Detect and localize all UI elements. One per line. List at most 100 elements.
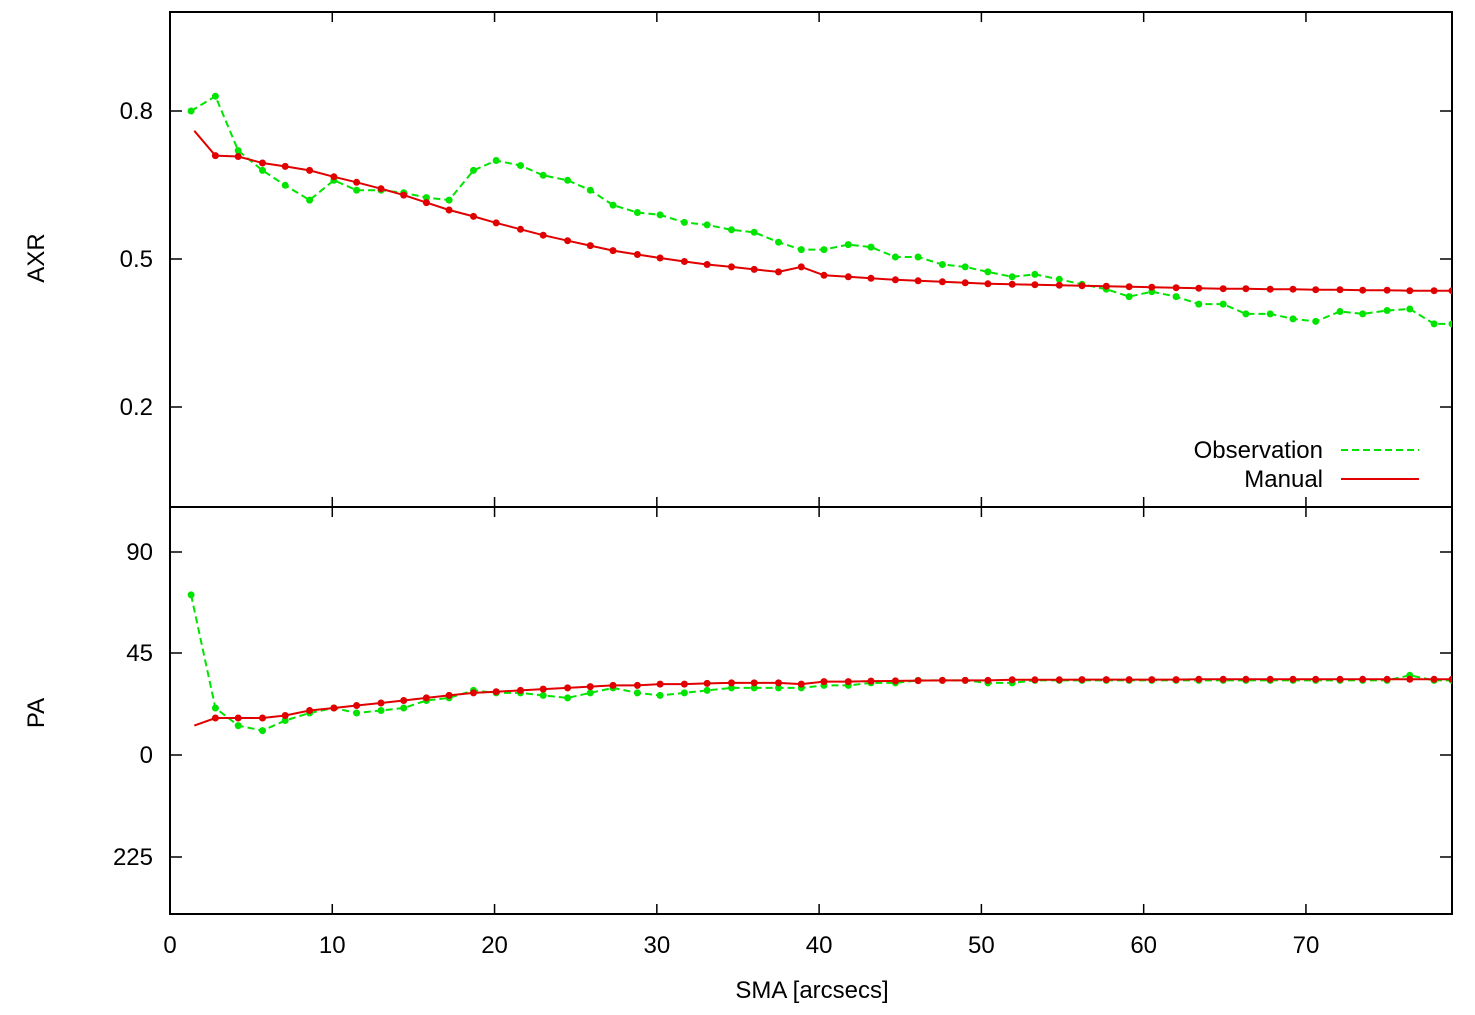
axr-data-point-manual bbox=[1102, 282, 1110, 290]
axr-data-point-manual bbox=[1430, 287, 1438, 295]
axr-data-point-manual bbox=[633, 251, 641, 258]
axr-data-point-manual bbox=[775, 268, 782, 276]
axr-data-point-observation bbox=[1219, 300, 1227, 308]
axr-data-point-manual bbox=[517, 225, 524, 233]
axr-data-point-manual bbox=[891, 276, 899, 284]
axr-data-point-manual bbox=[1008, 280, 1016, 288]
axr-data-point-manual bbox=[1148, 283, 1156, 291]
pa-data-point-manual bbox=[1383, 675, 1391, 683]
pa-y-tick-label: 0 bbox=[140, 742, 153, 769]
x-tick-label: 30 bbox=[643, 932, 670, 959]
pa-data-point-observation bbox=[586, 689, 594, 697]
pa-data-point-observation bbox=[564, 694, 572, 702]
axr-data-point-observation bbox=[1266, 310, 1274, 318]
pa-data-point-manual bbox=[680, 680, 688, 688]
x-axis-label: SMA [arcsecs] bbox=[735, 977, 888, 1004]
pa-data-point-manual bbox=[1289, 675, 1297, 683]
axr-data-point-manual bbox=[844, 273, 852, 281]
pa-data-point-manual bbox=[445, 691, 453, 699]
pa-plot-frame bbox=[169, 506, 1453, 915]
axr-data-point-observation bbox=[1336, 308, 1344, 315]
x-tick-label: 0 bbox=[163, 932, 176, 959]
pa-data-point-observation bbox=[353, 709, 361, 717]
axr-data-point-manual bbox=[1219, 285, 1227, 293]
axr-data-point-observation bbox=[961, 263, 969, 271]
axr-data-point-manual bbox=[306, 166, 314, 174]
axr-data-point-observation bbox=[938, 261, 946, 268]
pa-data-point-manual bbox=[517, 686, 524, 694]
axr-data-point-observation bbox=[539, 171, 547, 179]
axr-data-point-observation bbox=[1031, 270, 1039, 278]
axr-data-point-observation bbox=[820, 246, 828, 254]
axr-data-point-manual bbox=[656, 254, 664, 262]
pa-data-point-manual bbox=[633, 681, 641, 689]
axr-data-point-manual bbox=[564, 237, 572, 245]
axr-data-point-manual bbox=[609, 247, 617, 255]
pa-data-point-manual bbox=[609, 681, 617, 689]
axr-data-point-observation bbox=[306, 196, 314, 204]
pa-data-point-manual bbox=[984, 676, 992, 684]
axr-y-axis-label: AXR bbox=[23, 233, 50, 282]
pa-data-point-manual bbox=[400, 697, 408, 704]
pa-data-point-manual bbox=[377, 699, 385, 707]
axr-data-point-observation bbox=[609, 201, 617, 209]
pa-data-point-manual bbox=[961, 676, 969, 684]
pa-data-point-observation bbox=[211, 704, 219, 712]
pa-data-point-observation bbox=[187, 591, 195, 599]
pa-data-point-manual bbox=[938, 676, 946, 684]
axr-data-point-manual bbox=[1359, 286, 1367, 294]
axr-data-point-manual bbox=[1448, 287, 1452, 295]
axr-data-point-manual bbox=[234, 153, 242, 160]
pa-data-point-observation bbox=[633, 689, 641, 697]
axr-data-point-observation bbox=[1448, 320, 1452, 328]
axr-data-point-manual bbox=[1078, 282, 1086, 290]
axr-data-point-observation bbox=[1406, 305, 1414, 313]
pa-data-point-manual bbox=[775, 679, 782, 687]
axr-data-point-observation bbox=[703, 221, 711, 229]
pa-data-point-observation bbox=[656, 691, 664, 699]
x-tick-label: 20 bbox=[481, 932, 508, 959]
pa-data-point-manual bbox=[306, 707, 314, 714]
pa-data-point-observation bbox=[377, 707, 385, 714]
pa-data-point-manual bbox=[492, 688, 500, 696]
axr-data-point-observation bbox=[750, 228, 758, 236]
pa-data-point-manual bbox=[330, 704, 338, 712]
x-tick-label: 10 bbox=[319, 932, 346, 959]
pa-data-point-manual bbox=[1078, 676, 1086, 684]
pa-data-point-manual bbox=[539, 685, 547, 693]
pa-data-point-manual bbox=[1406, 675, 1414, 683]
axr-data-point-manual bbox=[1266, 285, 1274, 293]
axr-data-point-manual bbox=[1383, 286, 1391, 294]
pa-data-point-manual bbox=[1008, 676, 1016, 684]
pa-data-point-observation bbox=[539, 691, 547, 699]
axr-data-point-observation bbox=[728, 226, 735, 234]
axr-data-point-observation bbox=[891, 253, 899, 261]
pa-y-tick-label: 90 bbox=[126, 539, 153, 566]
axr-data-point-manual bbox=[1406, 287, 1414, 295]
axr-data-point-observation bbox=[1289, 315, 1297, 323]
axr-data-point-manual bbox=[211, 152, 219, 160]
axr-y-tick-label: 0.2 bbox=[120, 394, 153, 421]
axr-data-point-observation bbox=[234, 147, 242, 155]
pa-data-point-manual bbox=[1125, 676, 1133, 684]
axr-data-point-observation bbox=[445, 196, 453, 204]
pa-y-axis-label: PA bbox=[23, 698, 50, 728]
axr-data-point-manual bbox=[938, 278, 946, 286]
legend: Observation Manual bbox=[1194, 437, 1419, 493]
axr-data-point-manual bbox=[797, 263, 805, 271]
pa-data-point-manual bbox=[1195, 675, 1203, 683]
axr-data-point-observation bbox=[1195, 300, 1203, 308]
axr-data-point-observation bbox=[680, 218, 688, 226]
axr-data-point-manual bbox=[1055, 281, 1063, 289]
axr-data-point-observation bbox=[422, 194, 430, 202]
axr-data-point-manual bbox=[1172, 284, 1180, 292]
pa-data-point-manual bbox=[586, 683, 594, 691]
axr-data-point-observation bbox=[775, 238, 782, 246]
pa-data-point-observation bbox=[680, 689, 688, 697]
pa-data-point-manual bbox=[914, 677, 922, 685]
pa-data-point-manual bbox=[656, 680, 664, 688]
axr-data-point-manual bbox=[961, 279, 969, 287]
pa-data-point-manual bbox=[1242, 675, 1250, 683]
axr-data-point-observation bbox=[353, 186, 361, 194]
